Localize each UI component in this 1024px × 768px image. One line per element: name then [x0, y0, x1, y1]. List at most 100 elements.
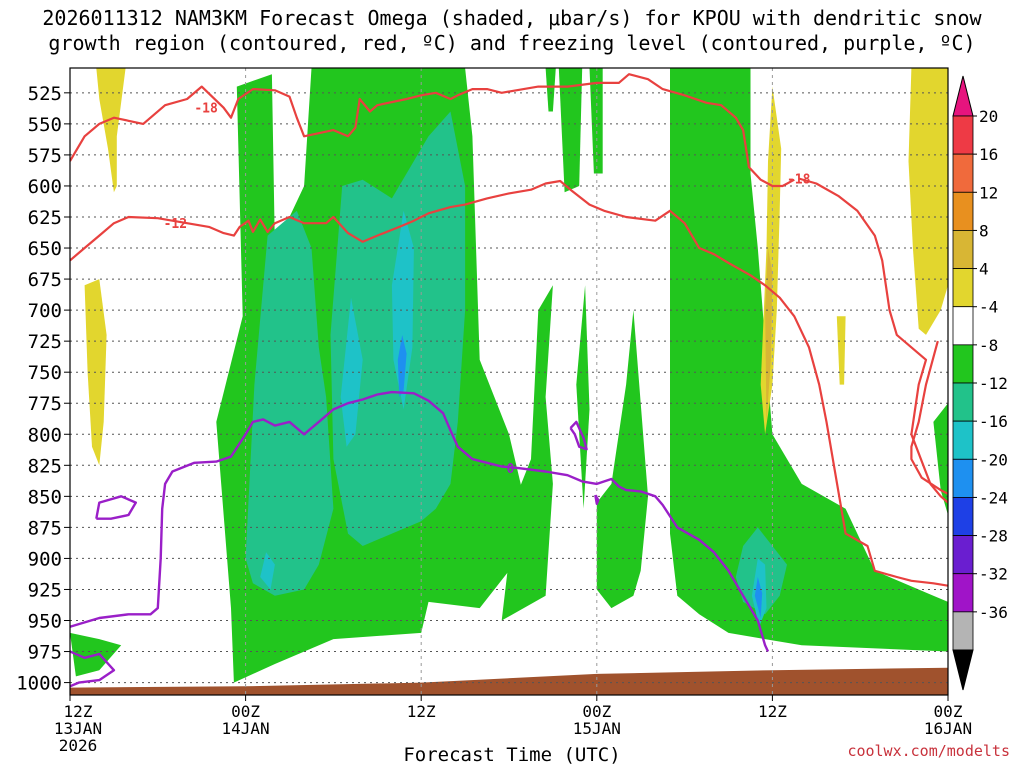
- colorbar-bin-4: [952, 268, 974, 308]
- omega-region-ascent-narrow-b: [558, 68, 583, 193]
- colorbar-label-12: -32: [979, 565, 1008, 584]
- x-tick-label-24-1: 12Z: [407, 702, 436, 721]
- y-tick-label-650: 650: [28, 238, 62, 260]
- y-tick-label-900: 900: [28, 548, 62, 570]
- omega-region-ascent-strong-d: [260, 552, 275, 590]
- colorbar-label-9: -20: [979, 450, 1008, 469]
- y-tick-label-675: 675: [28, 269, 62, 291]
- y-tick-label-925: 925: [28, 579, 62, 601]
- y-tick-label-525: 525: [28, 83, 62, 105]
- freezing-level-2: [569, 420, 588, 451]
- colorbar-label-6: -8: [979, 336, 998, 355]
- colorbar-label-10: -24: [979, 488, 1008, 507]
- x-tick-label-60-1: 00Z: [934, 702, 963, 721]
- red-isotherm-2: [70, 179, 948, 587]
- y-tick-label-775: 775: [28, 393, 62, 415]
- colorbar-bin-2: [952, 191, 974, 231]
- omega-region-ascent-narrow-d: [589, 68, 603, 174]
- terrain-fill: [70, 667, 948, 695]
- x-tick-label-60-2: 16JAN: [924, 719, 972, 738]
- colorbar-label-11: -28: [979, 527, 1008, 546]
- source-credit[interactable]: coolwx.com/modelts: [847, 742, 1010, 760]
- colorbar-label-7: -12: [979, 374, 1008, 393]
- colorbar-bin-11: [952, 535, 974, 575]
- x-tick-label-48-1: 12Z: [758, 702, 787, 721]
- y-tick-label-975: 975: [28, 642, 62, 664]
- colorbar: 20 16 12 8 4 -4 -8 -12 -16 -20 -24 -28 -32 -36: [952, 75, 1008, 691]
- y-tick-label-1000: 1000: [16, 673, 62, 695]
- x-tick-label-12-1: 00Z: [231, 702, 260, 721]
- colorbar-bin-10: [952, 497, 974, 536]
- red-isotherm-label-2: -12: [164, 217, 187, 232]
- colorbar-bin-5: [952, 306, 974, 346]
- freezing-level-3: [594, 494, 600, 505]
- colorbar-label-3: 8: [979, 221, 989, 240]
- red-isotherm-label-1: -18: [787, 173, 811, 188]
- y-tick-label-575: 575: [28, 145, 62, 167]
- y-tick-label-950: 950: [28, 611, 62, 633]
- colorbar-bin-13: [952, 611, 974, 651]
- omega-region-ascent-max-a: [397, 334, 407, 397]
- x-tick-label-0-2: 13JAN: [54, 719, 102, 738]
- y-tick-label-750: 750: [28, 362, 62, 384]
- chart-title-line1: 2026011312 NAM3KM Forecast Omega (shaded…: [42, 6, 982, 30]
- omega-region-ascent-narrow-a: [545, 68, 556, 112]
- freezing-level-label-0: 0: [507, 462, 515, 477]
- colorbar-label-13: -36: [979, 603, 1008, 622]
- red-isotherm-label-0: -18: [194, 102, 218, 117]
- omega-region-sinking-right-top: [908, 68, 948, 335]
- omega-region-ascent-far-right: [933, 403, 948, 515]
- omega-region-ascent-right-tall: [670, 68, 948, 652]
- plot-frame: [69, 67, 949, 696]
- omega-region-ascent-max-b: [754, 577, 763, 618]
- y-tick-label-625: 625: [28, 207, 62, 229]
- omega-region-sinking-left-top: [96, 68, 126, 193]
- colorbar-bin-0: [952, 115, 974, 155]
- colorbar-label-5: -4: [979, 298, 998, 317]
- colorbar-bin-12: [952, 573, 974, 613]
- x-tick-label-0-3: 2026: [59, 736, 98, 755]
- colorbar-bin-9: [952, 458, 974, 498]
- y-tick-label-725: 725: [28, 331, 62, 353]
- colorbar-label-4: 4: [979, 260, 989, 279]
- freezing-level-0: [70, 390, 770, 653]
- colorbar-bin-3: [952, 230, 974, 269]
- x-tick-label-36-1: 00Z: [582, 702, 611, 721]
- omega-region-sinking-small: [836, 316, 846, 385]
- y-tick-label-850: 850: [28, 486, 62, 508]
- freezing-level-4: [70, 650, 116, 688]
- plot-area: -18 -18 -12 0: [70, 68, 948, 695]
- colorbar-bin-7: [952, 382, 974, 422]
- omega-region-sinking-right-core: [765, 248, 773, 422]
- colorbar-bin-1: [952, 153, 974, 193]
- y-tick-label-700: 700: [28, 300, 62, 322]
- colorbar-label-8: -16: [979, 412, 1008, 431]
- y-tick-label-800: 800: [28, 424, 62, 446]
- x-tick-label-12-2: 14JAN: [222, 719, 270, 738]
- omega-region-ascent-strong-b: [340, 297, 363, 447]
- red-isotherm-0: [70, 73, 795, 188]
- colorbar-label-1: 16: [979, 145, 998, 164]
- y-tick-label-875: 875: [28, 517, 62, 539]
- chart-title-line2: growth region (contoured, red, ºC) and f…: [48, 31, 976, 55]
- red-isotherm-3: [910, 340, 948, 495]
- x-tick-label-36-2: 15JAN: [573, 719, 621, 738]
- red-isotherm-1: [798, 177, 948, 504]
- x-axis-label: Forecast Time (UTC): [403, 744, 621, 766]
- colorbar-bottom-triangle: [952, 649, 974, 691]
- colorbar-bin-6: [952, 344, 974, 384]
- y-tick-label-825: 825: [28, 455, 62, 477]
- omega-region-ascent-moderate-left: [245, 210, 334, 596]
- colorbar-top-triangle: [952, 75, 974, 117]
- omega-region-ascent-lower-right: [596, 310, 648, 609]
- omega-region-ascent-strong-a: [391, 210, 414, 410]
- y-tick-label-600: 600: [28, 176, 62, 198]
- freezing-level-1: [95, 495, 138, 520]
- colorbar-label-0: 20: [979, 107, 998, 126]
- colorbar-bin-8: [952, 420, 974, 460]
- y-tick-label-550: 550: [28, 114, 62, 136]
- x-tick-label-0-1: 12Z: [64, 702, 93, 721]
- colorbar-label-2: 12: [979, 183, 998, 202]
- omega-region-ascent-mid: [501, 285, 553, 621]
